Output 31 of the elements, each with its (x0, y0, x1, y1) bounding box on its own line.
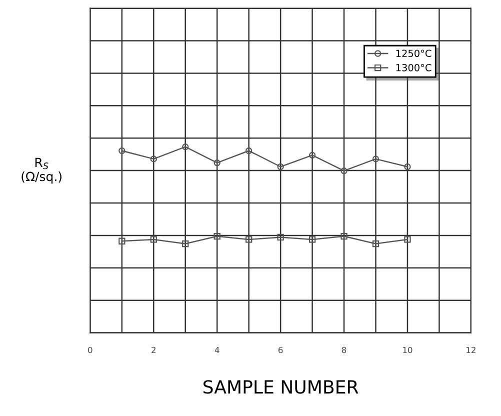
point (246, 236, 252, 243)
x-tick-label: 8 (342, 346, 346, 354)
point (404, 236, 411, 243)
legend-label: 1300°C (396, 64, 432, 72)
point (214, 160, 220, 166)
y-axis-title: R$_{S}$ (Ω/sq.) (22, 158, 62, 184)
point (372, 156, 380, 162)
point (277, 163, 284, 170)
point (150, 156, 157, 162)
x-tick-label: 4 (214, 346, 220, 354)
point (118, 147, 126, 154)
x-tick-label: 2 (152, 346, 156, 354)
point (118, 238, 126, 244)
point (340, 232, 348, 240)
x-tick-label: 0 (88, 346, 92, 354)
point (150, 236, 157, 243)
point (277, 234, 284, 241)
point (404, 163, 411, 170)
point (372, 240, 380, 248)
point (308, 236, 316, 243)
x-tick-label: 10 (403, 346, 412, 354)
x-axis-title: SAMPLE NUMBER (204, 380, 358, 394)
x-tick-label: 12 (466, 346, 476, 354)
point (246, 147, 252, 154)
point (340, 168, 348, 174)
legend-label: 1250°C (396, 50, 432, 58)
x-tick-label: 6 (278, 346, 283, 354)
point (182, 144, 189, 150)
point (308, 152, 316, 159)
point (182, 240, 189, 248)
point (214, 232, 220, 240)
